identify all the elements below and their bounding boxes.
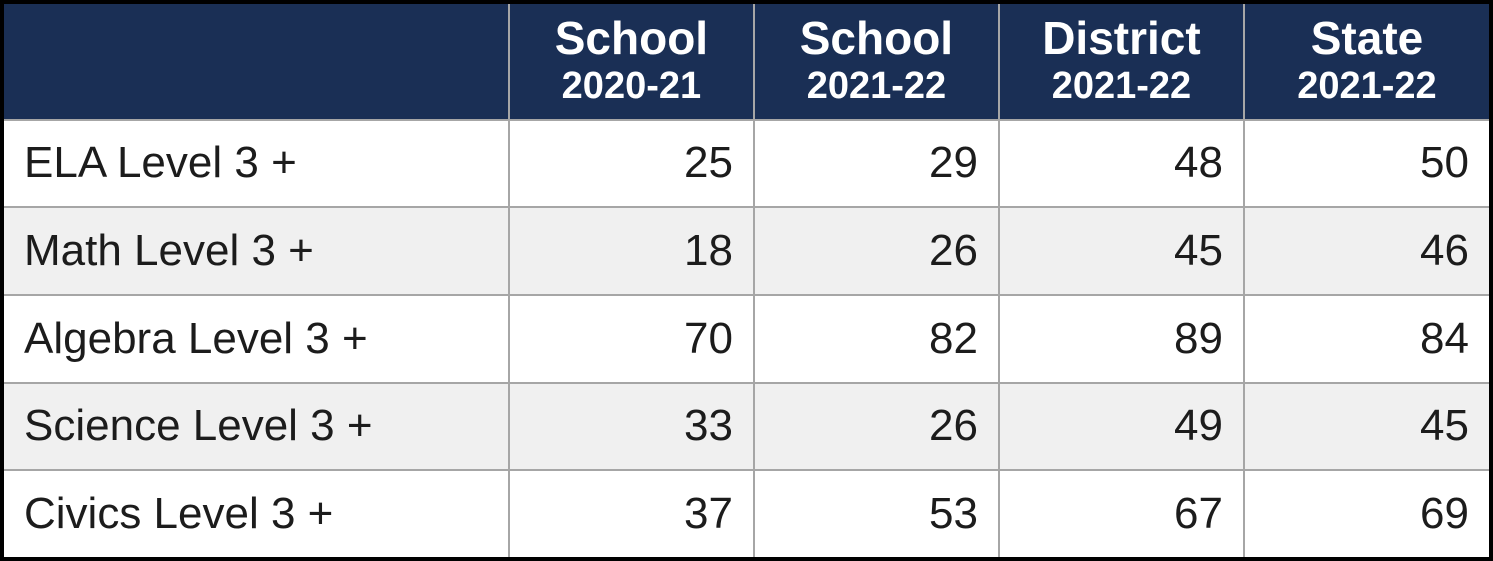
performance-table: School 2020-21 School 2021-22 District 2… <box>4 4 1489 557</box>
table-header-row: School 2020-21 School 2021-22 District 2… <box>4 4 1489 120</box>
cell-value: 89 <box>999 295 1244 383</box>
header-district-2021-22: District 2021-22 <box>999 4 1244 120</box>
table-row: Science Level 3 + 33 26 49 45 <box>4 383 1489 471</box>
header-school-2020-21: School 2020-21 <box>509 4 754 120</box>
cell-value: 33 <box>509 383 754 471</box>
cell-value: 18 <box>509 207 754 295</box>
cell-value: 26 <box>754 207 999 295</box>
header-blank <box>4 4 509 120</box>
row-label: Math Level 3 + <box>4 207 509 295</box>
row-label: Civics Level 3 + <box>4 470 509 557</box>
cell-value: 46 <box>1244 207 1489 295</box>
header-state-2021-22: State 2021-22 <box>1244 4 1489 120</box>
cell-value: 84 <box>1244 295 1489 383</box>
cell-value: 25 <box>509 120 754 208</box>
cell-value: 29 <box>754 120 999 208</box>
table-row: Civics Level 3 + 37 53 67 69 <box>4 470 1489 557</box>
cell-value: 48 <box>999 120 1244 208</box>
cell-value: 69 <box>1244 470 1489 557</box>
cell-value: 26 <box>754 383 999 471</box>
row-label: Science Level 3 + <box>4 383 509 471</box>
cell-value: 49 <box>999 383 1244 471</box>
table-row: Math Level 3 + 18 26 45 46 <box>4 207 1489 295</box>
header-top: District <box>1010 12 1233 65</box>
cell-value: 82 <box>754 295 999 383</box>
header-bottom: 2021-22 <box>1010 65 1233 109</box>
header-bottom: 2021-22 <box>1255 65 1479 109</box>
table-row: ELA Level 3 + 25 29 48 50 <box>4 120 1489 208</box>
cell-value: 70 <box>509 295 754 383</box>
cell-value: 67 <box>999 470 1244 557</box>
cell-value: 53 <box>754 470 999 557</box>
cell-value: 37 <box>509 470 754 557</box>
header-top: School <box>765 12 988 65</box>
header-school-2021-22: School 2021-22 <box>754 4 999 120</box>
header-top: State <box>1255 12 1479 65</box>
row-label: ELA Level 3 + <box>4 120 509 208</box>
cell-value: 50 <box>1244 120 1489 208</box>
header-bottom: 2021-22 <box>765 65 988 109</box>
table-row: Algebra Level 3 + 70 82 89 84 <box>4 295 1489 383</box>
cell-value: 45 <box>999 207 1244 295</box>
row-label: Algebra Level 3 + <box>4 295 509 383</box>
cell-value: 45 <box>1244 383 1489 471</box>
header-bottom: 2020-21 <box>520 65 743 109</box>
header-top: School <box>520 12 743 65</box>
table-container: School 2020-21 School 2021-22 District 2… <box>0 0 1493 561</box>
